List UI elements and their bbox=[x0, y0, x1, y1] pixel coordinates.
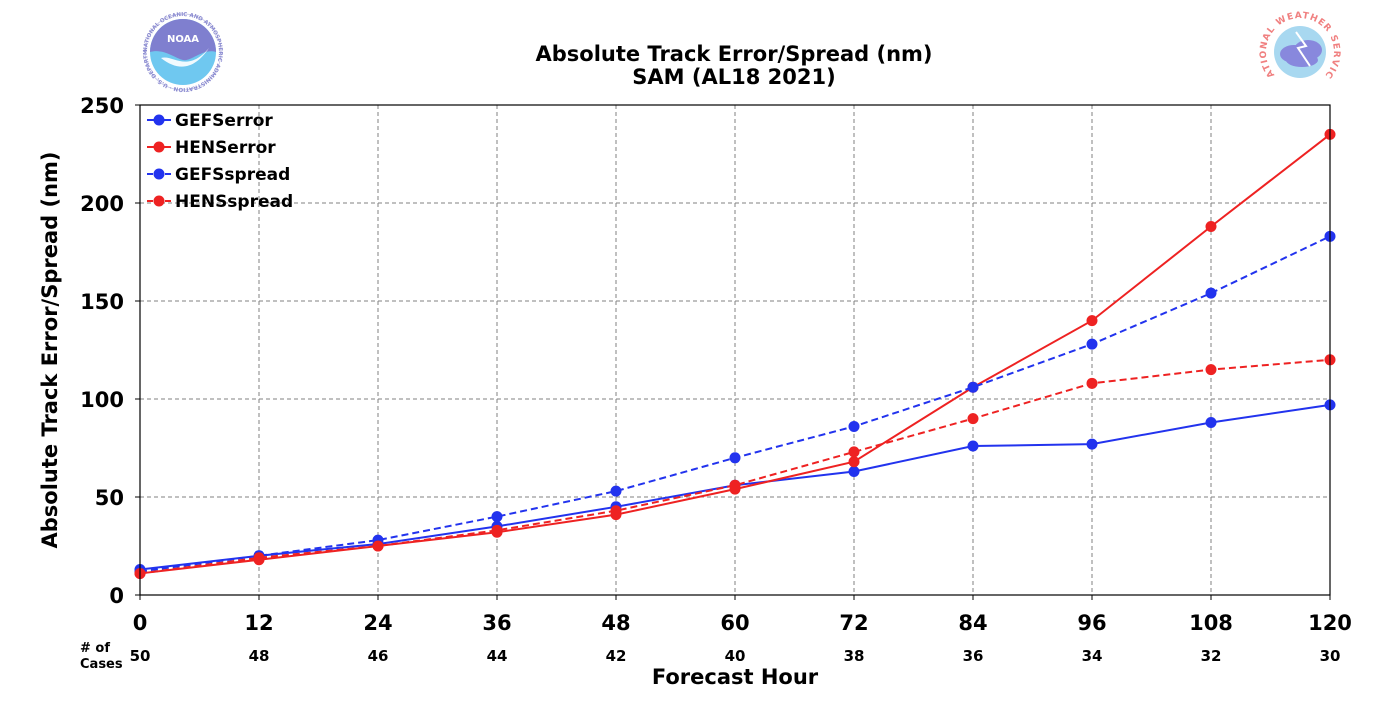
y-tick-label: 0 bbox=[109, 584, 124, 608]
data-point-henserror bbox=[848, 456, 860, 468]
data-point-gefserror bbox=[1086, 438, 1098, 450]
cases-count: 36 bbox=[963, 647, 984, 665]
legend-label: GEFSspread bbox=[175, 165, 290, 185]
y-tick-label: 50 bbox=[95, 486, 124, 510]
data-point-gefsspread bbox=[848, 420, 860, 432]
cases-row: 50 48 46 44 42 40 38 36 34 32 30 bbox=[130, 647, 1341, 665]
cases-count: 46 bbox=[368, 647, 389, 665]
x-tick-label: 60 bbox=[720, 611, 749, 635]
nws-logo: NATIONAL WEATHER SERVICE bbox=[1259, 11, 1340, 90]
data-point-gefserror bbox=[1205, 417, 1217, 429]
x-tick-label: 96 bbox=[1077, 611, 1106, 635]
cases-header-line2: Cases bbox=[80, 657, 123, 672]
svg-text:NOAA: NOAA bbox=[167, 34, 199, 45]
data-point-gefsspread bbox=[729, 452, 741, 464]
data-point-hensspread bbox=[1086, 377, 1098, 389]
x-tick-label: 48 bbox=[601, 611, 630, 635]
data-point-hensspread bbox=[848, 446, 860, 458]
data-point-gefsspread bbox=[491, 511, 503, 523]
x-tick-label: 12 bbox=[244, 611, 273, 635]
x-tick-label: 84 bbox=[958, 611, 987, 635]
chart-title-line1: Absolute Track Error/Spread (nm) bbox=[535, 42, 932, 66]
y-tick-label: 150 bbox=[80, 290, 124, 314]
x-tick-label: 24 bbox=[363, 611, 392, 635]
data-point-hensspread bbox=[372, 540, 384, 552]
x-tick-label: 72 bbox=[839, 611, 868, 635]
cases-count: 30 bbox=[1320, 647, 1341, 665]
data-point-gefsspread bbox=[610, 485, 622, 497]
x-tick-label: 0 bbox=[133, 611, 148, 635]
data-point-gefserror bbox=[848, 466, 860, 478]
cases-count: 40 bbox=[725, 647, 746, 665]
data-point-gefsspread bbox=[1086, 338, 1098, 350]
cases-count: 38 bbox=[844, 647, 865, 665]
data-point-hensspread bbox=[610, 505, 622, 517]
legend-label: HENSerror bbox=[175, 138, 276, 158]
data-point-hensspread bbox=[967, 413, 979, 425]
x-axis-label: Forecast Hour bbox=[652, 665, 819, 689]
legend-swatch-marker bbox=[153, 114, 165, 126]
legend-item-hensspread: HENSspread bbox=[147, 192, 293, 212]
cases-count: 32 bbox=[1201, 647, 1222, 665]
y-tick-label: 200 bbox=[80, 192, 124, 216]
cases-count: 42 bbox=[606, 647, 627, 665]
data-point-hensspread bbox=[729, 479, 741, 491]
y-tick-labels: 0 50 100 150 200 250 bbox=[80, 94, 140, 608]
gridlines bbox=[140, 105, 1330, 595]
legend-label: GEFSerror bbox=[175, 111, 273, 131]
x-tick-labels: 0 12 24 36 48 60 72 84 96 108 120 bbox=[133, 595, 1352, 635]
legend-item-gefsspread: GEFSspread bbox=[147, 165, 290, 185]
x-tick-label: 36 bbox=[482, 611, 511, 635]
y-tick-label: 250 bbox=[80, 94, 124, 118]
legend-swatch-marker bbox=[153, 141, 165, 153]
x-tick-label: 120 bbox=[1308, 611, 1352, 635]
legend: GEFSerror HENSerror GEFSspread HENSspread bbox=[147, 111, 293, 212]
y-tick-label: 100 bbox=[80, 388, 124, 412]
cases-header-line1: # of bbox=[80, 641, 110, 656]
legend-item-gefserror: GEFSerror bbox=[147, 111, 273, 131]
data-point-henserror bbox=[1205, 221, 1217, 233]
chart-title-line2: SAM (AL18 2021) bbox=[632, 65, 835, 89]
cases-count: 50 bbox=[130, 647, 151, 665]
legend-swatch-marker bbox=[153, 168, 165, 180]
y-axis-label: Absolute Track Error/Spread (nm) bbox=[38, 151, 62, 548]
legend-item-henserror: HENSerror bbox=[147, 138, 276, 158]
data-point-hensspread bbox=[253, 552, 265, 564]
data-point-gefsspread bbox=[967, 381, 979, 393]
data-point-hensspread bbox=[491, 524, 503, 536]
x-tick-label: 108 bbox=[1189, 611, 1233, 635]
data-point-gefserror bbox=[967, 440, 979, 452]
cases-count: 44 bbox=[487, 647, 508, 665]
data-point-gefsspread bbox=[1205, 287, 1217, 299]
data-point-henserror bbox=[1086, 315, 1098, 327]
legend-swatch-marker bbox=[153, 195, 165, 207]
cases-count: 34 bbox=[1082, 647, 1103, 665]
series-line-hensspread bbox=[139, 358, 1331, 575]
data-point-hensspread bbox=[1205, 364, 1217, 376]
noaa-logo: NOAA NATIONAL OCEANIC AND ATMOSPHERIC AD… bbox=[143, 12, 223, 92]
legend-label: HENSspread bbox=[175, 192, 293, 212]
cases-count: 48 bbox=[249, 647, 270, 665]
